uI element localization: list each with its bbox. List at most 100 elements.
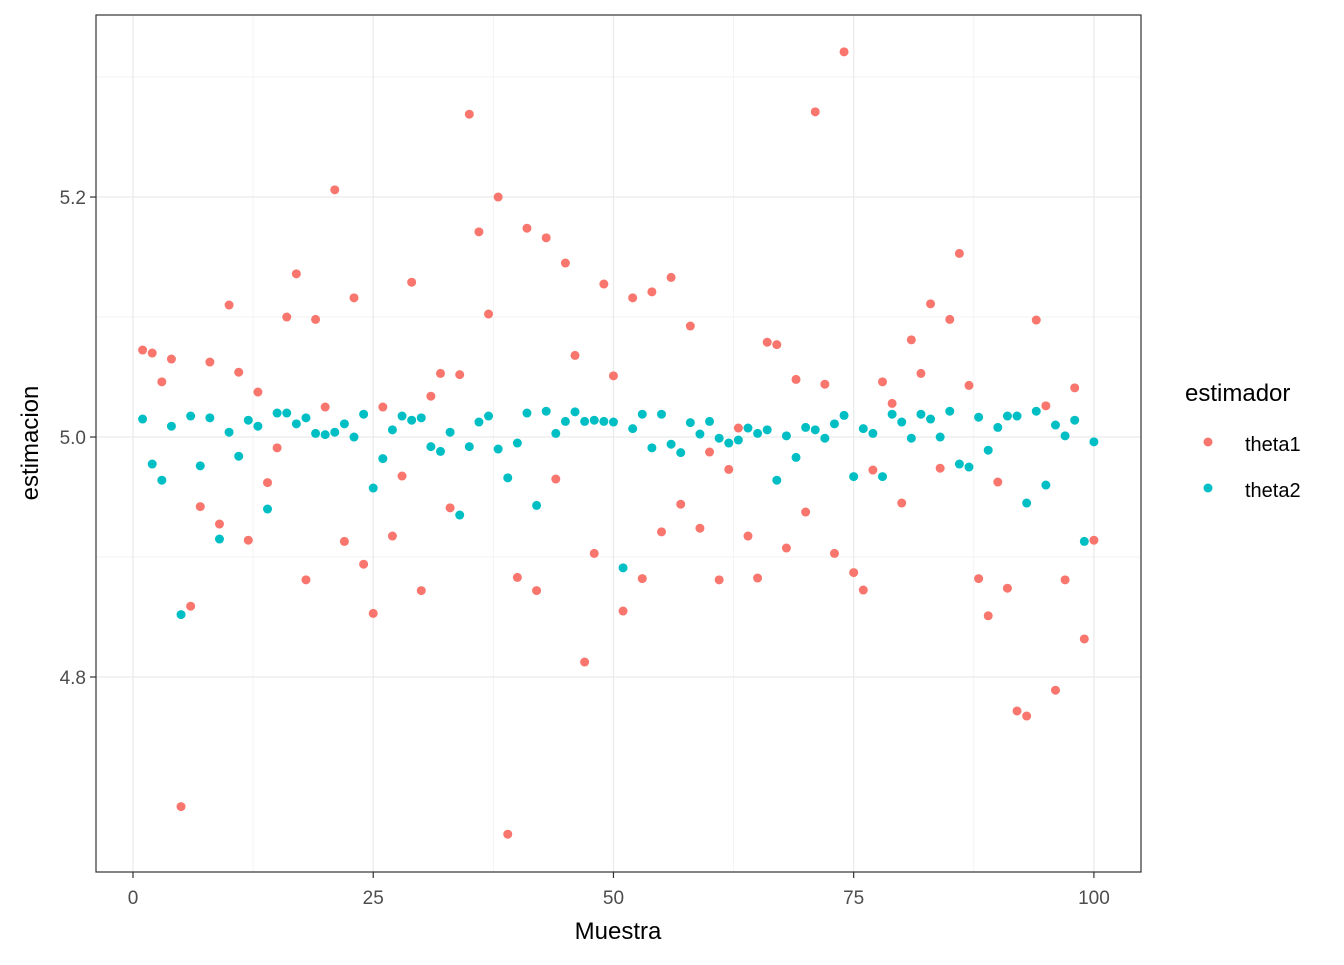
point-theta1	[1012, 706, 1022, 716]
point-theta2	[397, 411, 407, 421]
point-theta1	[810, 107, 820, 117]
point-theta2	[147, 459, 157, 469]
point-theta2	[503, 473, 513, 483]
point-theta2	[964, 462, 974, 472]
point-theta2	[291, 419, 301, 429]
point-theta1	[743, 531, 753, 541]
y-tick-label: 5.0	[60, 428, 86, 449]
point-theta2	[435, 446, 445, 456]
point-theta1	[560, 258, 570, 268]
point-theta1	[464, 109, 474, 119]
point-theta2	[560, 416, 570, 426]
point-theta2	[781, 431, 791, 441]
point-theta2	[455, 510, 465, 520]
point-theta2	[263, 504, 273, 514]
point-theta2	[1031, 406, 1041, 416]
point-theta2	[493, 444, 503, 454]
point-theta1	[176, 802, 186, 812]
point-theta1	[349, 293, 359, 303]
point-theta2	[580, 416, 590, 426]
point-theta2	[916, 409, 926, 419]
point-theta2	[878, 472, 888, 482]
point-theta1	[983, 611, 993, 621]
point-theta2	[599, 416, 609, 426]
point-theta1	[330, 185, 340, 195]
point-theta1	[311, 314, 321, 324]
point-theta2	[695, 429, 705, 439]
point-theta2	[801, 422, 811, 432]
point-theta1	[1050, 685, 1060, 695]
point-theta1	[666, 272, 676, 282]
point-theta1	[897, 498, 907, 508]
point-theta1	[195, 502, 205, 512]
point-theta2	[1050, 420, 1060, 430]
point-theta2	[906, 433, 916, 443]
point-theta1	[1070, 383, 1080, 393]
point-theta2	[359, 409, 369, 419]
panel-background	[96, 15, 1141, 872]
point-theta2	[349, 432, 359, 442]
point-theta2	[1060, 431, 1070, 441]
point-theta2	[897, 417, 907, 427]
legend-label-theta1: theta1	[1245, 434, 1301, 456]
point-theta1	[685, 321, 695, 331]
point-theta1	[445, 503, 455, 513]
point-theta1	[1041, 401, 1051, 411]
point-theta2	[330, 427, 340, 437]
point-theta1	[397, 471, 407, 481]
point-theta1	[455, 370, 465, 380]
point-theta2	[657, 409, 667, 419]
point-theta2	[426, 442, 436, 452]
point-theta2	[724, 438, 734, 448]
point-theta1	[1022, 711, 1032, 721]
point-theta1	[714, 575, 724, 585]
point-theta2	[166, 421, 176, 431]
point-theta1	[1002, 583, 1012, 593]
point-theta2	[484, 411, 494, 421]
point-theta1	[868, 465, 878, 475]
point-theta1	[138, 345, 148, 355]
point-theta2	[647, 443, 657, 453]
point-theta2	[464, 442, 474, 452]
point-theta1	[647, 287, 657, 297]
point-theta1	[186, 601, 196, 611]
point-theta1	[772, 340, 782, 350]
point-theta2	[551, 428, 561, 438]
point-theta2	[416, 413, 426, 423]
point-theta1	[1060, 575, 1070, 585]
point-theta1	[945, 314, 955, 324]
point-theta1	[359, 559, 369, 569]
point-theta1	[801, 507, 811, 517]
point-theta2	[186, 411, 196, 421]
x-tick-label: 50	[603, 888, 624, 909]
point-theta2	[368, 483, 378, 493]
point-theta2	[993, 422, 1003, 432]
point-theta2	[733, 435, 743, 445]
y-tick-label: 5.2	[60, 188, 86, 209]
point-theta1	[282, 312, 292, 322]
point-theta1	[214, 519, 224, 529]
point-theta2	[820, 433, 830, 443]
point-theta1	[224, 300, 234, 310]
point-theta2	[243, 415, 253, 425]
point-theta1	[791, 374, 801, 384]
point-theta1	[435, 368, 445, 378]
legend-key-theta1	[1203, 437, 1213, 447]
point-theta2	[474, 417, 484, 427]
point-theta1	[570, 350, 580, 360]
point-theta2	[954, 459, 964, 469]
point-theta2	[868, 428, 878, 438]
point-theta1	[234, 367, 244, 377]
point-theta2	[926, 414, 936, 424]
point-theta2	[637, 409, 647, 419]
point-theta1	[993, 477, 1003, 487]
minor-gridlines	[96, 15, 1141, 872]
point-theta2	[311, 428, 321, 438]
point-theta1	[493, 192, 503, 202]
point-theta1	[926, 299, 936, 309]
point-theta2	[1012, 411, 1022, 421]
point-theta2	[983, 445, 993, 455]
point-theta2	[762, 425, 772, 435]
point-theta2	[272, 408, 282, 418]
point-theta2	[685, 418, 695, 428]
